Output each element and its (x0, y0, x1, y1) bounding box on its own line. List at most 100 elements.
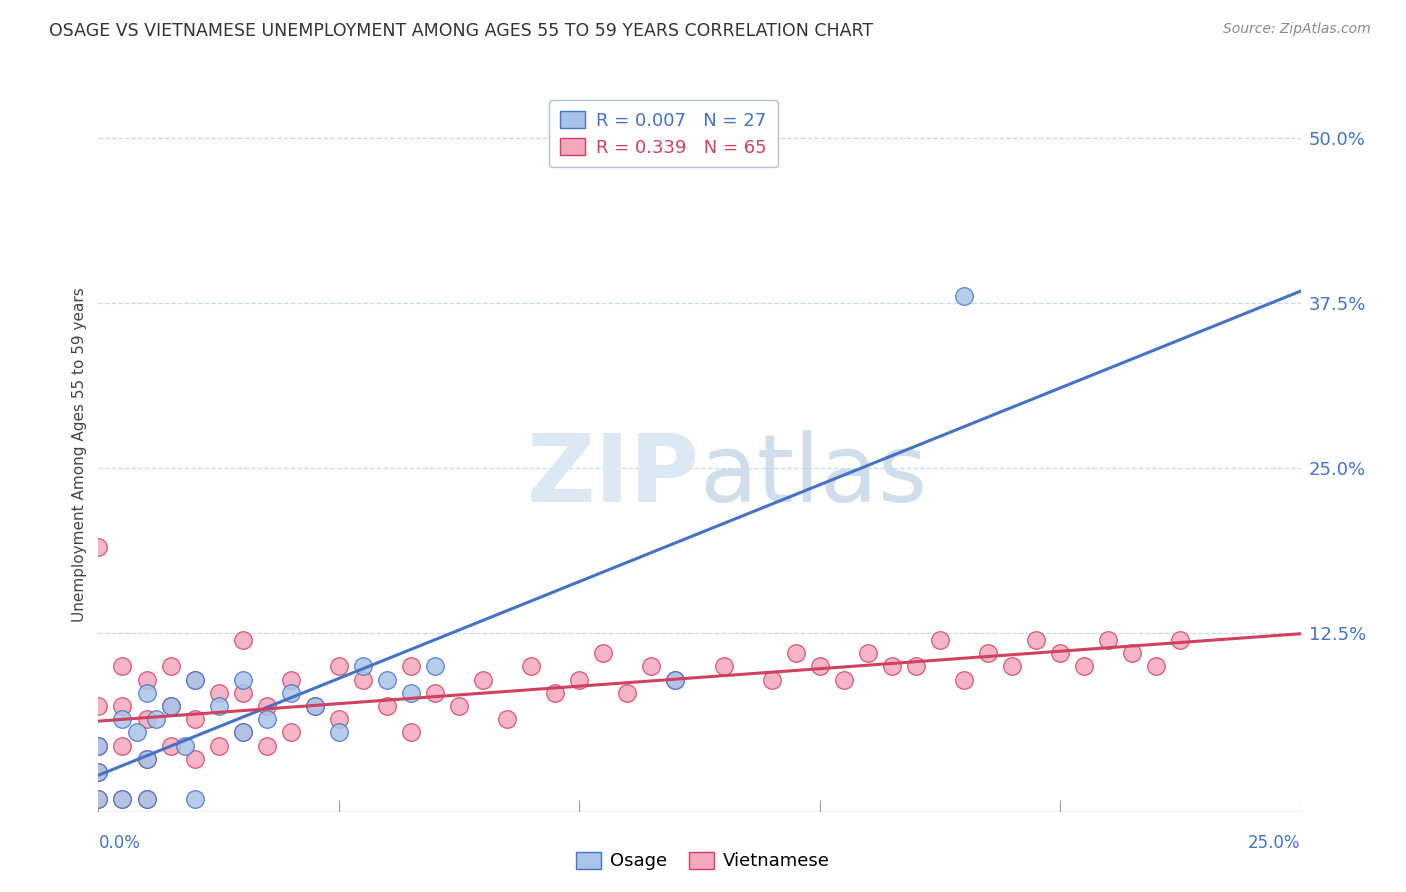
Point (328, 659, 350, 673)
Point (904, 659, 927, 673)
Point (183, 673, 205, 687)
Point (616, 686, 638, 700)
Point (328, 725, 350, 739)
Point (135, 712, 157, 726)
Point (135, 686, 157, 700)
Point (1025, 632, 1047, 647)
Point (208, 739, 231, 753)
Point (280, 686, 302, 700)
Point (1001, 659, 1024, 673)
Text: ZIP: ZIP (527, 430, 700, 523)
Point (208, 686, 231, 700)
Point (856, 646, 879, 660)
Point (808, 659, 831, 673)
Point (447, 698, 470, 713)
Point (928, 632, 950, 647)
Y-axis label: Unemployment Among Ages 55 to 59 years: Unemployment Among Ages 55 to 59 years (72, 287, 87, 623)
Point (159, 739, 181, 753)
Point (87, 739, 110, 753)
Text: 25.0%: 25.0% (1249, 834, 1301, 852)
Point (111, 659, 134, 673)
Point (183, 712, 205, 726)
Point (304, 698, 326, 713)
Point (785, 646, 807, 660)
Point (472, 673, 495, 687)
Legend: R = 0.007   N = 27, R = 0.339   N = 65: R = 0.007 N = 27, R = 0.339 N = 65 (550, 100, 778, 168)
Point (1144, 659, 1167, 673)
Point (496, 712, 519, 726)
Point (87, 791, 110, 805)
Point (399, 659, 422, 673)
Point (111, 791, 134, 805)
Point (256, 712, 278, 726)
Point (761, 673, 783, 687)
Point (159, 698, 181, 713)
Point (953, 673, 976, 687)
Point (159, 659, 181, 673)
Point (352, 659, 374, 673)
Point (135, 673, 157, 687)
Point (87, 791, 110, 805)
Point (640, 659, 662, 673)
Point (1097, 632, 1119, 647)
Point (87, 541, 110, 555)
Point (375, 698, 398, 713)
Point (953, 289, 976, 303)
Point (135, 791, 157, 805)
Point (208, 698, 231, 713)
Point (232, 673, 254, 687)
Point (832, 673, 855, 687)
Point (544, 686, 567, 700)
Point (664, 673, 686, 687)
Point (1121, 646, 1143, 660)
Point (111, 739, 134, 753)
Point (352, 673, 374, 687)
Point (232, 725, 254, 739)
Point (87, 739, 110, 753)
Point (135, 752, 157, 766)
Point (399, 725, 422, 739)
Point (232, 725, 254, 739)
Point (111, 791, 134, 805)
Point (111, 712, 134, 726)
Point (304, 698, 326, 713)
Point (1170, 632, 1192, 647)
Point (135, 752, 157, 766)
Point (520, 659, 543, 673)
Point (280, 725, 302, 739)
Point (87, 765, 110, 780)
Point (328, 712, 350, 726)
Point (423, 686, 446, 700)
Legend: Osage, Vietnamese: Osage, Vietnamese (571, 847, 835, 876)
Point (135, 791, 157, 805)
Text: Source: ZipAtlas.com: Source: ZipAtlas.com (1223, 22, 1371, 37)
Point (183, 791, 205, 805)
Point (256, 698, 278, 713)
Point (1049, 646, 1071, 660)
Point (568, 673, 591, 687)
Point (423, 659, 446, 673)
Point (87, 765, 110, 780)
Text: 0.0%: 0.0% (98, 834, 141, 852)
Point (145, 712, 167, 726)
Text: atlas: atlas (700, 430, 928, 523)
Point (1073, 659, 1095, 673)
Point (111, 698, 134, 713)
Point (232, 632, 254, 647)
Point (977, 646, 1000, 660)
Point (87, 698, 110, 713)
Point (664, 673, 686, 687)
Point (880, 659, 903, 673)
Point (159, 698, 181, 713)
Point (399, 686, 422, 700)
Point (375, 673, 398, 687)
Point (183, 752, 205, 766)
Point (174, 739, 197, 753)
Point (713, 659, 735, 673)
Point (232, 686, 254, 700)
Point (592, 646, 614, 660)
Text: OSAGE VS VIETNAMESE UNEMPLOYMENT AMONG AGES 55 TO 59 YEARS CORRELATION CHART: OSAGE VS VIETNAMESE UNEMPLOYMENT AMONG A… (49, 22, 873, 40)
Point (183, 673, 205, 687)
Point (125, 725, 148, 739)
Point (256, 739, 278, 753)
